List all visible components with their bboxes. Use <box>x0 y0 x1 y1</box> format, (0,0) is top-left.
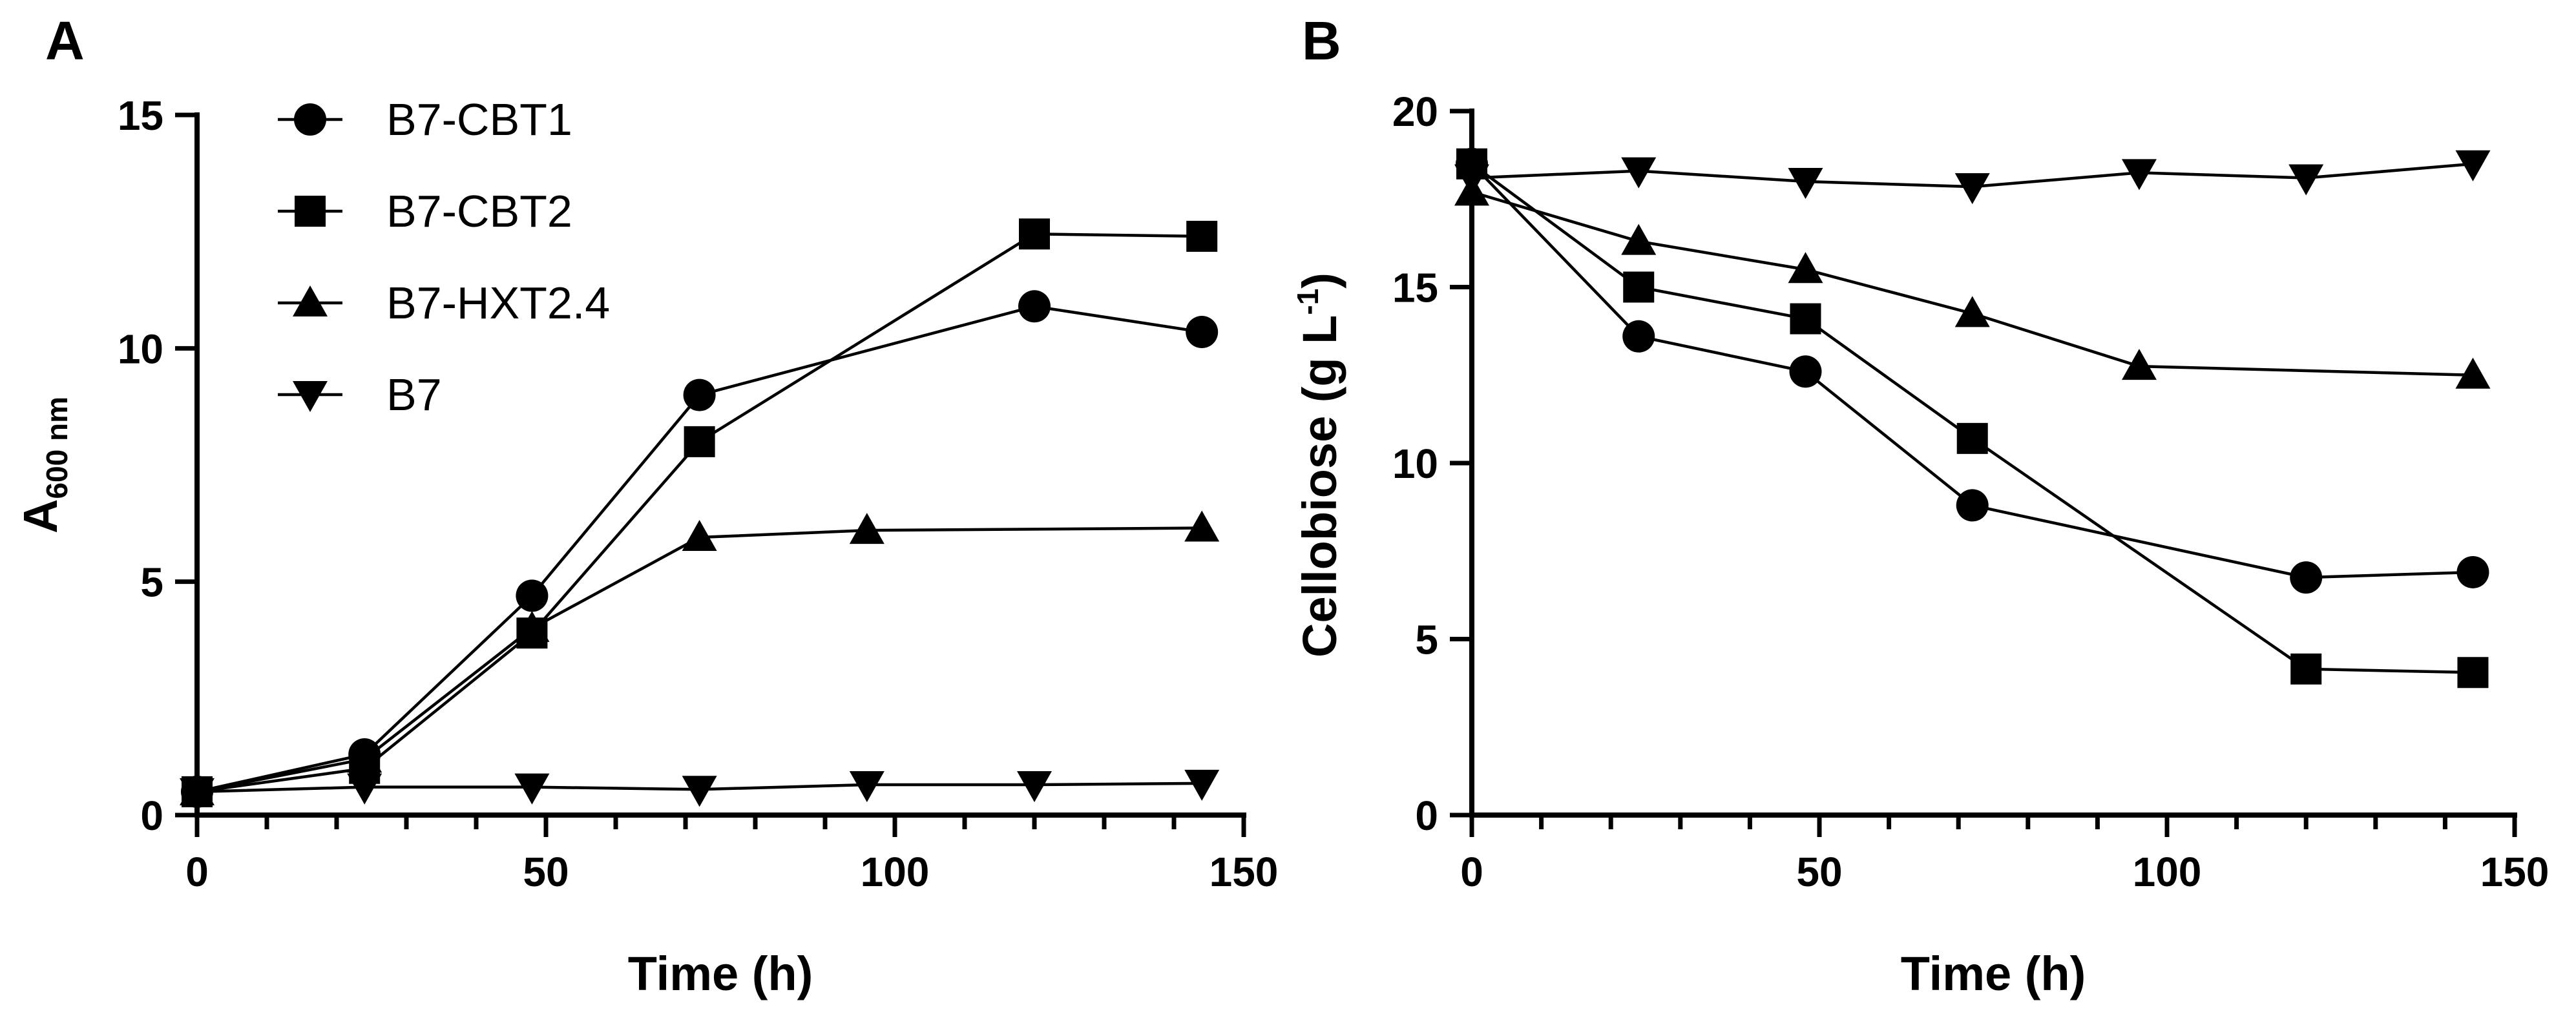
data-point <box>682 776 717 807</box>
data-point <box>1956 422 1988 454</box>
legend-item: B7-CBT1 <box>278 94 572 145</box>
data-point <box>1454 164 1489 196</box>
data-point <box>180 778 215 809</box>
data-point <box>1623 271 1655 303</box>
data-point <box>2456 555 2489 588</box>
legend-item: B7-HXT2.4 <box>278 278 610 328</box>
data-point <box>849 771 885 803</box>
data-point <box>683 378 716 411</box>
y-tick-label: 10 <box>1392 440 1438 487</box>
data-point <box>1186 316 1219 349</box>
data-point <box>347 741 382 773</box>
data-point <box>514 773 550 805</box>
data-point <box>2455 150 2491 181</box>
legend-marker <box>294 103 326 136</box>
data-point <box>1184 769 1220 801</box>
data-point <box>1788 252 1823 284</box>
panel-letter: A <box>45 10 85 71</box>
series-b7-cbt2 <box>182 218 1218 807</box>
data-point <box>682 520 717 552</box>
panel-letter: B <box>1302 10 1341 71</box>
data-point <box>1954 173 1990 205</box>
legend-marker <box>293 285 328 316</box>
series-b7 <box>1454 150 2491 205</box>
legend: B7-CBT1 B7-CBT2 B7-HXT2.4 B7 <box>278 94 610 420</box>
data-point <box>1017 771 1052 803</box>
series-line <box>196 526 1202 794</box>
data-point <box>1790 303 1821 335</box>
legend-label: B7-HXT2.4 <box>386 278 610 328</box>
data-point <box>1621 223 1657 255</box>
x-axis-title: Time (h) <box>1901 947 2086 1000</box>
series-b7-hxt2-4 <box>1454 174 2491 389</box>
legend-item: B7-CBT2 <box>278 186 572 236</box>
series-line <box>1471 163 2473 579</box>
legend-marker <box>293 381 328 412</box>
data-point <box>1621 157 1657 189</box>
y-tick-label: 0 <box>1415 792 1438 839</box>
data-point <box>2455 357 2491 389</box>
x-tick-label: 100 <box>2133 849 2202 895</box>
data-point <box>1788 168 1823 199</box>
x-axis-title: Time (h) <box>628 947 813 1000</box>
data-point <box>2290 653 2322 685</box>
x-tick-label: 0 <box>185 849 209 895</box>
y-axis-title: Cellobiose (g L-1) <box>1291 273 1346 657</box>
series-line <box>196 304 1202 794</box>
data-point <box>1019 218 1050 250</box>
legend-item: B7 <box>278 369 442 420</box>
data-point <box>2457 657 2489 688</box>
data-point <box>684 426 715 457</box>
y-tick-label: 15 <box>1392 265 1438 311</box>
data-point <box>514 610 550 642</box>
series-line <box>196 233 1202 794</box>
x-tick-label: 50 <box>1796 849 1842 895</box>
data-point <box>2121 349 2157 380</box>
series-b7-cbt1 <box>1456 147 2489 594</box>
data-point <box>347 773 382 805</box>
legend-label: B7-CBT1 <box>386 94 572 145</box>
data-point <box>516 579 549 612</box>
y-axis-title: A600 nm <box>14 397 74 533</box>
x-tick-label: 0 <box>1460 849 1483 895</box>
y-tick-label: 10 <box>118 326 163 372</box>
data-point <box>1184 510 1220 542</box>
legend-marker <box>295 196 326 227</box>
data-point <box>1954 296 1990 327</box>
data-point <box>2121 159 2157 191</box>
x-tick-label: 150 <box>2480 849 2550 895</box>
x-tick-label: 100 <box>861 849 930 895</box>
data-point <box>2290 561 2323 594</box>
series-line <box>1471 191 2473 377</box>
legend-label: B7-CBT2 <box>386 186 572 236</box>
y-tick-label: 5 <box>140 559 163 606</box>
data-point <box>1018 290 1051 323</box>
y-tick-label: 0 <box>140 792 163 839</box>
legend-label: B7 <box>386 369 442 420</box>
y-tick-label: 20 <box>1392 88 1438 135</box>
x-tick-label: 50 <box>523 849 569 895</box>
data-point <box>849 513 885 544</box>
x-tick-label: 150 <box>1209 849 1279 895</box>
series-b7 <box>180 769 1220 809</box>
data-point <box>1789 355 1822 388</box>
series-b7-cbt2 <box>1456 148 2489 688</box>
y-tick-label: 5 <box>1415 617 1438 663</box>
chart-panel-b: B 0 50 100 150 0 5 10 15 20 Time (h) Cellobiose (g … <box>1291 10 2549 1000</box>
data-point <box>1956 489 1989 522</box>
series-b7-hxt2-4 <box>180 510 1220 805</box>
data-point <box>1186 220 1218 252</box>
y-tick-label: 15 <box>118 92 163 139</box>
series-line <box>1471 162 2473 674</box>
data-point <box>1622 320 1655 353</box>
data-point <box>2288 164 2324 196</box>
